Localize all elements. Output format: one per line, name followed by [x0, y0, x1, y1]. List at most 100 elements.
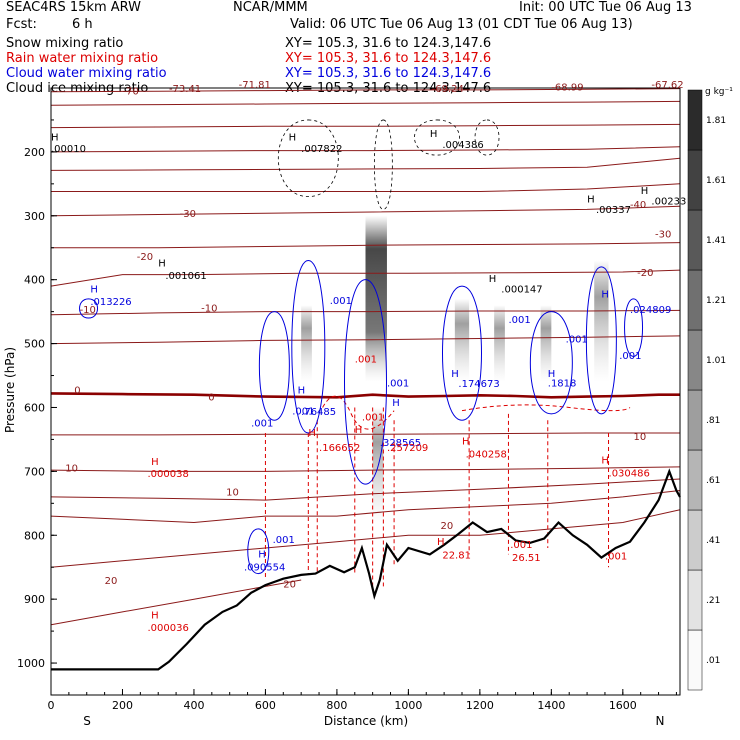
snow-contour — [474, 119, 500, 156]
cloud-contour — [291, 260, 326, 434]
contour-label: .166652 — [319, 443, 360, 454]
contour-label: -30 — [180, 209, 196, 220]
contour-label: .257209 — [387, 443, 428, 454]
colorbar-label: 1.81 — [706, 116, 726, 126]
contour-label: -70 — [122, 86, 138, 97]
colorbar-swatch — [687, 629, 703, 691]
cloud-contour — [441, 285, 482, 421]
temperature-contour — [50, 579, 302, 626]
contour-label: H — [641, 186, 649, 197]
x-tick-label: 400 — [183, 699, 204, 712]
contour-label: 0 — [208, 392, 214, 403]
contour-label: H — [308, 428, 316, 439]
contour-label: .001 — [273, 535, 295, 546]
contour-label: .090554 — [244, 562, 285, 573]
contour-label: .00337 — [596, 205, 631, 216]
x-tick-label: 200 — [112, 699, 133, 712]
contour-label: .001 — [619, 351, 641, 362]
colorbar-label: .61 — [706, 476, 720, 486]
rain-contours — [264, 395, 631, 587]
contour-label: 20 — [283, 580, 296, 591]
contour-label: .001 — [355, 355, 377, 366]
plot-border — [50, 87, 681, 696]
x-tick-label: 1400 — [537, 699, 565, 712]
contour-label: -73.41 — [169, 84, 201, 95]
contour-label: .1818 — [548, 378, 577, 389]
contour-label: H — [489, 274, 497, 285]
cloud-contours — [79, 260, 644, 575]
contour-label: .001061 — [165, 271, 206, 282]
contour-label: 10 — [65, 463, 78, 474]
cloud-contour — [79, 298, 99, 319]
contour-label: H — [587, 194, 595, 205]
contour-label: H — [392, 398, 400, 409]
y-tick-label: 300 — [24, 210, 45, 223]
contour-label: -69.24 — [432, 84, 464, 95]
snow-contour — [374, 119, 393, 210]
temperature-contour — [50, 157, 681, 171]
ice-shading-column — [301, 305, 312, 382]
temperature-contour — [50, 490, 681, 524]
x-tick-label: 600 — [255, 699, 276, 712]
contour-label: .024809 — [630, 305, 671, 316]
temperature-contour — [50, 123, 681, 129]
contour-label: H — [298, 385, 306, 396]
contour-label: .001 — [362, 412, 384, 423]
contour-label: H — [548, 369, 556, 380]
forecast-label: Fcst: — [6, 17, 37, 32]
colorbar-label: .01 — [706, 656, 720, 666]
contour-label: .00010 — [51, 144, 86, 155]
contour-label: -67.62 — [651, 80, 683, 91]
contour-label: -71.81 — [239, 80, 271, 91]
colorbar-label: .41 — [706, 536, 720, 546]
contour-label: H — [51, 132, 59, 143]
ice-shading-column — [594, 260, 609, 382]
x-tick-label: 800 — [326, 699, 347, 712]
colorbar-swatch — [687, 89, 703, 151]
contour-label: H — [90, 284, 98, 295]
contour-label: 10 — [634, 432, 647, 443]
contour-label: H — [462, 437, 470, 448]
contour-label: .001 — [605, 552, 627, 563]
y-tick-label: 1000 — [17, 657, 45, 670]
contour-label: -20 — [137, 252, 153, 263]
contour-label: -10 — [80, 305, 96, 316]
contour-label: .004386 — [442, 140, 483, 151]
contour-label: 20 — [105, 576, 118, 587]
zero-isotherm — [50, 392, 680, 399]
contour-label: .328565 — [380, 438, 421, 449]
snow-contour — [414, 119, 460, 156]
contour-label: 26.51 — [512, 553, 541, 564]
contour-label: H — [158, 258, 166, 269]
temperature-contour — [50, 466, 681, 472]
plot-frame — [50, 87, 681, 696]
cloud-contour — [258, 311, 290, 421]
field-rain-name: Rain water mixing ratio — [6, 51, 159, 66]
contour-label: -10 — [201, 304, 217, 315]
snow-contours — [278, 119, 500, 210]
contour-label: .001 — [508, 315, 530, 326]
contour-label: .000038 — [147, 469, 188, 480]
contour-label: .030486 — [609, 468, 650, 479]
temperature-contour — [50, 146, 681, 153]
south-label: S — [83, 714, 91, 728]
y-axis-title: Pressure (hPa) — [3, 347, 17, 433]
field-snow-name: Snow mixing ratio — [6, 36, 124, 51]
init-time: Init: 00 UTC Tue 06 Aug 13 — [519, 0, 692, 15]
terrain-profile — [51, 468, 681, 671]
contour-label: H — [430, 129, 438, 140]
y-tick-label: 600 — [24, 401, 45, 414]
temperature-contours — [50, 88, 681, 626]
colorbar-unit: g kg⁻¹ — [705, 87, 733, 97]
model-title: SEAC4RS 15km ARW — [6, 0, 142, 15]
rain-contour — [461, 404, 631, 412]
valid-time: Valid: 06 UTC Tue 06 Aug 13 (01 CDT Tue … — [290, 17, 633, 32]
cloud-contour — [529, 311, 573, 415]
temperature-contour — [51, 432, 680, 436]
temperature-contour — [51, 242, 681, 249]
contour-label: 22.81 — [442, 550, 471, 561]
colorbar-label: 1.61 — [706, 176, 726, 186]
contour-label: .040258 — [466, 449, 507, 460]
contour-label: .174673 — [458, 379, 499, 390]
